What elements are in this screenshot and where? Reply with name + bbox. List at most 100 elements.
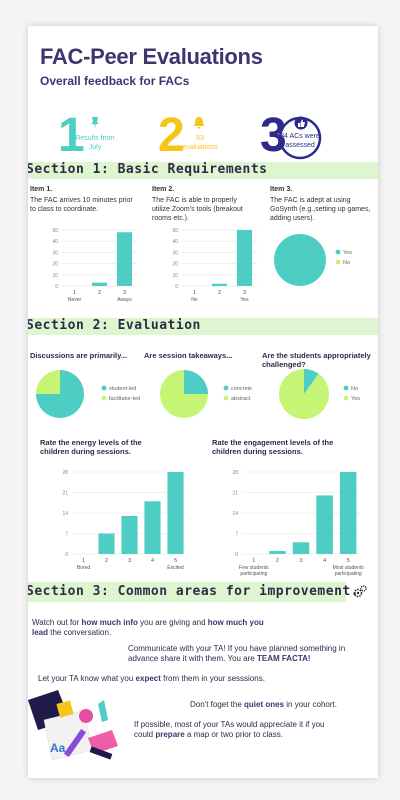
x-tick-label: 4 [323, 558, 326, 564]
bar [237, 230, 252, 286]
stat-number: 2 [158, 109, 185, 162]
bell-icon [194, 117, 204, 129]
x-tick-label: 2 [276, 558, 279, 564]
y-tick-label: 10 [52, 273, 58, 279]
legend-label: facilitator-led [109, 396, 140, 402]
y-tick-label: 7 [65, 532, 68, 538]
x-category-label: participating [335, 571, 362, 577]
bar [316, 495, 333, 554]
x-tick-label: 3 [123, 290, 126, 296]
x-category-label: Few students [239, 565, 269, 571]
page-subtitle: Overall feedback for FACs [40, 74, 190, 88]
engagement-chart-title: Rate the engagement levels of the childr… [212, 438, 334, 456]
legend-label: Yes [343, 250, 352, 256]
stat-label: 53 evaluations [182, 135, 218, 151]
legend-label: abstract [231, 396, 251, 402]
pie-slice [36, 370, 60, 394]
y-tick-label: 14 [62, 511, 68, 517]
legend-swatch [335, 259, 341, 265]
bar [339, 472, 357, 554]
y-tick-label: 21 [232, 491, 238, 497]
x-tick-label: 3 [128, 558, 131, 564]
section-3-band [28, 582, 346, 602]
x-tick-label: 3 [243, 290, 246, 296]
y-tick-label: 0 [65, 552, 68, 558]
x-category-label: Yes [240, 297, 249, 303]
x-tick-label: 2 [98, 290, 101, 296]
legend-swatch [223, 395, 229, 401]
stat-label: 34 ACs were assessed [280, 133, 320, 149]
y-tick-label: 28 [62, 470, 68, 476]
x-tick-label: 1 [193, 290, 196, 296]
item-3-pie-chart: Yes No [274, 234, 352, 286]
legend-label: No [343, 260, 350, 266]
x-category-label: Never [68, 297, 82, 303]
takeaways-pie-chart: concrete abstract [160, 370, 252, 418]
item-3-text: The FAC is adept at using GoSynth (e.g.,… [270, 197, 371, 222]
x-tick-label: 5 [347, 558, 350, 564]
item-1-heading: Item 1. [30, 186, 53, 193]
aa-label: Aa [50, 741, 66, 755]
y-tick-label: 40 [52, 239, 58, 245]
bar [212, 283, 227, 286]
thumbs-up-icon [294, 116, 308, 130]
x-tick-label: 4 [151, 558, 154, 564]
section-3-heading: Section 3: Common areas for improvement. [28, 584, 360, 599]
tip-quiet-ones: Don't foget the quiet ones in your cohor… [190, 700, 337, 709]
pin-icon [91, 117, 99, 129]
section-1-band [28, 162, 378, 179]
x-tick-label: 1 [73, 290, 76, 296]
legend-swatch [101, 385, 107, 391]
x-category-label: No [191, 297, 198, 303]
legend-swatch [343, 395, 349, 401]
item-3-heading: Item 3. [270, 186, 293, 193]
stat-label: Results from July [75, 135, 115, 151]
tip-expectations: Let your TA know what you expect from th… [38, 674, 265, 683]
x-tick-label: 3 [299, 558, 302, 564]
x-category-label: Most students [333, 565, 365, 571]
item-1-text: The FAC arrives 10 minutes prior to clas… [30, 197, 133, 213]
y-tick-label: 14 [232, 511, 238, 517]
legend-label: Yes [351, 396, 360, 402]
x-category-label: participating [240, 571, 267, 577]
pie-slice [304, 369, 319, 394]
bar [292, 542, 310, 554]
question-takeaways: Are session takeaways... [144, 351, 233, 360]
x-tick-label: 1 [252, 558, 255, 564]
x-tick-label: 2 [218, 290, 221, 296]
design-tools-illustration: Aa [28, 690, 118, 761]
stat-assessed: 3 34 ACs were assessed [260, 109, 340, 170]
item-2-text: The FAC is able to properly utilize Zoom… [152, 197, 243, 222]
x-tick-label: 5 [174, 558, 177, 564]
stat-results: 1 Results from July [58, 109, 138, 170]
x-tick-label: 2 [105, 558, 108, 564]
y-tick-label: 40 [172, 239, 178, 245]
x-category-label: Bored [77, 565, 91, 571]
tip-info: Watch out for how much info you are givi… [32, 618, 264, 637]
page-title: FAC-Peer Evaluations [40, 44, 263, 69]
y-tick-label: 28 [232, 470, 238, 476]
discussions-pie-chart: student-led facilitator-led [36, 370, 140, 418]
tip-prepare: If possible, most of your TAs would appr… [134, 720, 325, 739]
y-tick-label: 30 [52, 250, 58, 256]
energy-chart-title: Rate the energy levels of the children d… [40, 438, 142, 456]
pie-slice [184, 370, 208, 394]
bar [144, 501, 161, 554]
legend-swatch [223, 385, 229, 391]
legend-swatch [343, 385, 349, 391]
pie-slice [279, 369, 329, 419]
question-discussions: Discussions are primarily... [30, 351, 127, 360]
bar [98, 533, 115, 554]
question-challenged: Are the students appropriately challenge… [262, 351, 371, 369]
x-category-label: Aways [117, 297, 132, 303]
section-2-band [28, 318, 378, 335]
infographic-card: FAC-Peer Evaluations Overall feedback fo… [28, 26, 378, 778]
x-tick-label: 1 [82, 558, 85, 564]
section-1-heading: Section 1: Basic Requirements [28, 162, 268, 177]
legend-swatch [101, 395, 107, 401]
y-tick-label: 30 [172, 250, 178, 256]
y-tick-label: 0 [55, 284, 58, 290]
